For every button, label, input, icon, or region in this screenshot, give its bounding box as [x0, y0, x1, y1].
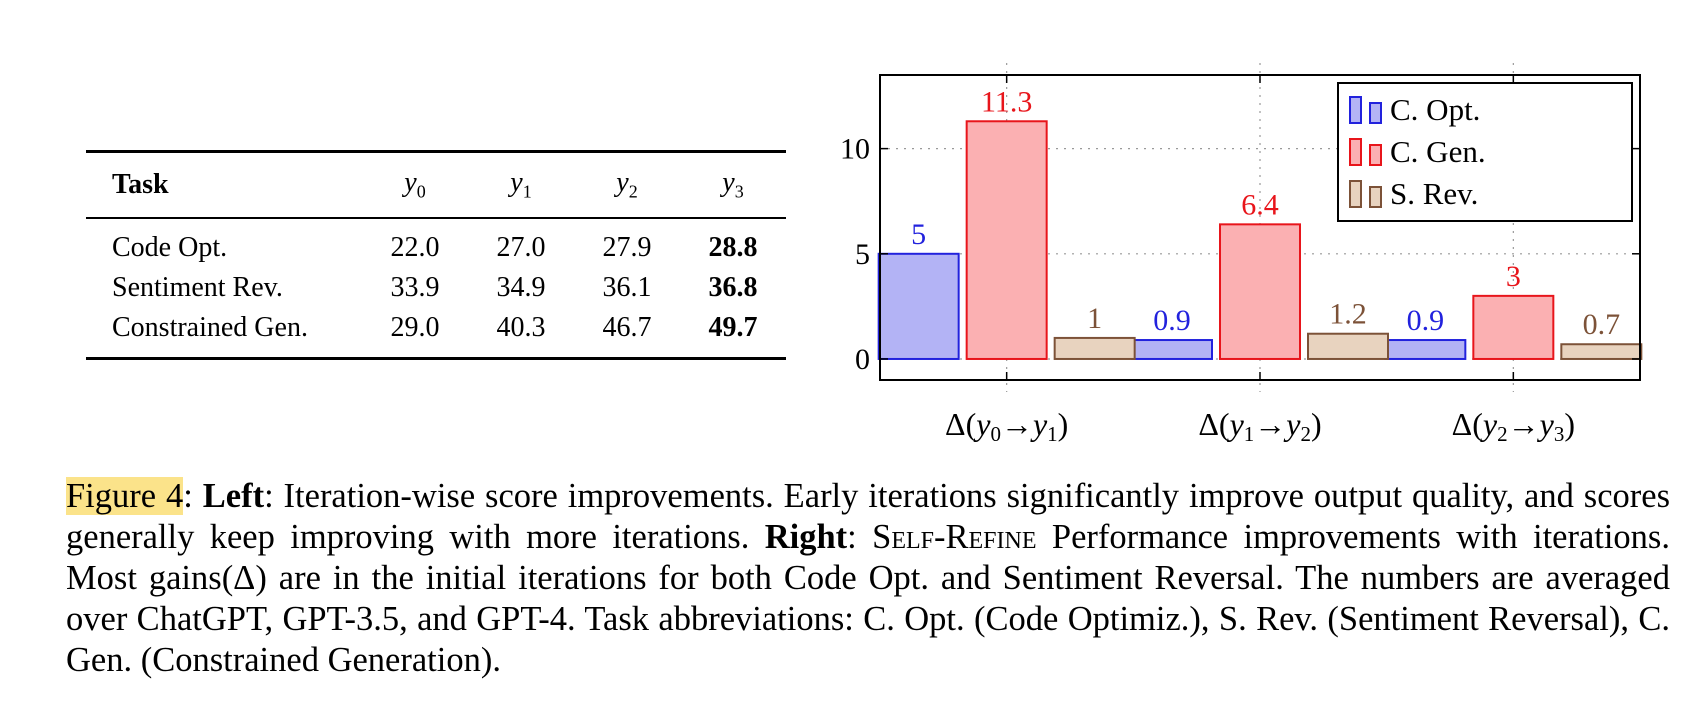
- bar: [1307, 332, 1389, 360]
- header-y2: y2: [616, 167, 638, 202]
- results-table: Task y0 y1 y2 y3 Code Opt. 22.0 27.0 27.…: [86, 150, 786, 360]
- table-row: Constrained Gen. 29.0 40.3 46.7 49.7: [86, 308, 786, 359]
- bar-value-label: 1.2: [1329, 298, 1367, 331]
- bar-value-label: 0.7: [1583, 308, 1621, 341]
- bar: [1472, 294, 1555, 360]
- bar: [1219, 223, 1301, 360]
- row-task: Code Opt.: [112, 231, 228, 263]
- cell-y1: 27.0: [496, 231, 546, 263]
- x-tick-label: Δ(y2→y3): [1452, 406, 1575, 446]
- cell-y2: 27.9: [602, 231, 652, 263]
- bar: [1053, 336, 1136, 360]
- figure-caption: Figure 4: Left: Iteration-wise score imp…: [66, 477, 1670, 679]
- cell-y0: 29.0: [390, 311, 440, 343]
- y-tick-label: 0: [855, 343, 870, 376]
- bar-value-label: 6.4: [1241, 188, 1279, 221]
- table-row: Code Opt. 22.0 27.0 27.9 28.8: [86, 218, 786, 268]
- header-y0: y0: [404, 167, 426, 202]
- header-y1: y1: [510, 167, 532, 202]
- cell-y3: 28.8: [708, 231, 758, 263]
- caption-right-label: Right: [764, 518, 848, 556]
- caption-left-label: Left: [202, 477, 265, 515]
- legend-box: [1337, 82, 1633, 222]
- y-tick-label: 5: [855, 238, 870, 271]
- bar: [1560, 343, 1643, 360]
- bar: [1384, 339, 1467, 360]
- cell-y0: 22.0: [390, 231, 440, 263]
- method-name: Self-Refine: [872, 518, 1037, 556]
- cell-y3: 36.8: [708, 271, 758, 303]
- bar-value-label: 3: [1506, 260, 1521, 293]
- legend-swatch: [1349, 138, 1362, 166]
- legend-swatch: [1369, 186, 1382, 208]
- cell-y2: 46.7: [602, 311, 652, 343]
- x-tick-label: Δ(y1→y2): [1198, 406, 1321, 446]
- caption-left-text: : Iteration-wise score improvements. Ear…: [66, 477, 1670, 556]
- legend-swatch: [1369, 102, 1382, 124]
- bar: [965, 120, 1048, 360]
- legend-label: C. Opt.: [1390, 92, 1480, 127]
- cell-y2: 36.1: [602, 271, 652, 303]
- figure-label: Figure 4: [66, 477, 184, 515]
- caption-right-text: Performance improvements with iterations…: [66, 518, 1670, 679]
- x-tick-label: Δ(y0→y1): [945, 406, 1068, 446]
- row-task: Sentiment Rev.: [112, 271, 283, 303]
- bar: [1131, 339, 1213, 360]
- bar-value-label: 0.9: [1407, 304, 1445, 337]
- cell-y1: 34.9: [496, 271, 546, 303]
- bar-value-label: 11.3: [981, 85, 1032, 118]
- bar-value-label: 0.9: [1153, 304, 1191, 337]
- table-header-row: Task y0 y1 y2 y3: [86, 151, 786, 218]
- row-task: Constrained Gen.: [112, 311, 308, 343]
- table-row: Sentiment Rev. 33.9 34.9 36.1 36.8: [86, 268, 786, 308]
- header-y3: y3: [722, 167, 744, 202]
- bar: [877, 252, 960, 360]
- legend-swatch: [1349, 96, 1362, 124]
- bar-value-label: 1: [1087, 302, 1102, 335]
- cell-y0: 33.9: [390, 271, 440, 303]
- bar-value-label: 5: [911, 218, 926, 251]
- header-task: Task: [112, 168, 169, 200]
- cell-y3: 49.7: [708, 311, 758, 343]
- legend-label: S. Rev.: [1390, 176, 1478, 211]
- legend-swatch: [1369, 144, 1382, 166]
- cell-y1: 40.3: [496, 311, 546, 343]
- bar-chart: 5 0.9 0.9 11.3 6.4 3 1 1.2 0.7 0 5 10 Δ(y0→y1) Δ(y1→y…: [840, 63, 1643, 446]
- y-tick-label: 10: [840, 133, 870, 166]
- legend-swatch: [1349, 180, 1362, 208]
- legend-label: C. Gen.: [1390, 134, 1486, 169]
